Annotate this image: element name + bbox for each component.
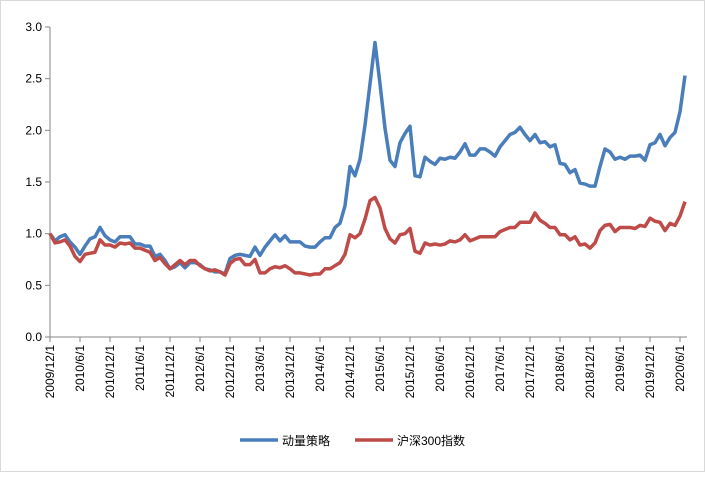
- y-tick-label: 0.5: [25, 278, 42, 292]
- x-tick-label: 2013/12/1: [283, 345, 297, 399]
- series-line: [48, 40, 687, 276]
- x-tick-label: 2017/6/1: [493, 345, 507, 392]
- y-tick-label: 3.0: [25, 20, 42, 34]
- x-tick-label: 2019/6/1: [613, 345, 627, 392]
- x-tick-label: 2010/6/1: [73, 345, 87, 392]
- x-tick-label: 2016/12/1: [463, 345, 477, 399]
- legend-label: 动量策略: [282, 433, 330, 448]
- x-tick-label: 2012/12/1: [223, 345, 237, 399]
- x-tick-label: 2011/12/1: [163, 345, 177, 398]
- x-tick-label: 2017/12/1: [523, 345, 537, 399]
- x-tick-label: 2016/6/1: [433, 345, 447, 392]
- x-tick-label: 2014/6/1: [313, 345, 327, 392]
- x-tick-label: 2012/6/1: [193, 345, 207, 392]
- y-tick-label: 1.0: [25, 227, 42, 241]
- x-tick-label: 2009/12/1: [43, 345, 57, 399]
- x-tick-label: 2020/6/1: [673, 345, 687, 392]
- legend-label: 沪深300指数: [397, 433, 465, 448]
- y-tick-label: 2.5: [25, 72, 42, 86]
- y-tick-label: 1.5: [25, 175, 42, 189]
- x-tick-label: 2011/6/1: [133, 345, 147, 391]
- x-tick-label: 2018/12/1: [583, 345, 597, 399]
- x-tick-label: 2010/12/1: [103, 345, 117, 399]
- x-tick-label: 2018/6/1: [553, 345, 567, 392]
- y-tick-label: 0.0: [25, 330, 42, 344]
- x-tick-label: 2019/12/1: [643, 345, 657, 399]
- series-line: [48, 195, 687, 277]
- x-tick-label: 2015/12/1: [403, 345, 417, 399]
- x-tick-label: 2013/6/1: [253, 345, 267, 392]
- x-tick-label: 2015/6/1: [373, 345, 387, 392]
- x-tick-label: 2014/12/1: [343, 345, 357, 399]
- y-tick-label: 2.0: [25, 123, 42, 137]
